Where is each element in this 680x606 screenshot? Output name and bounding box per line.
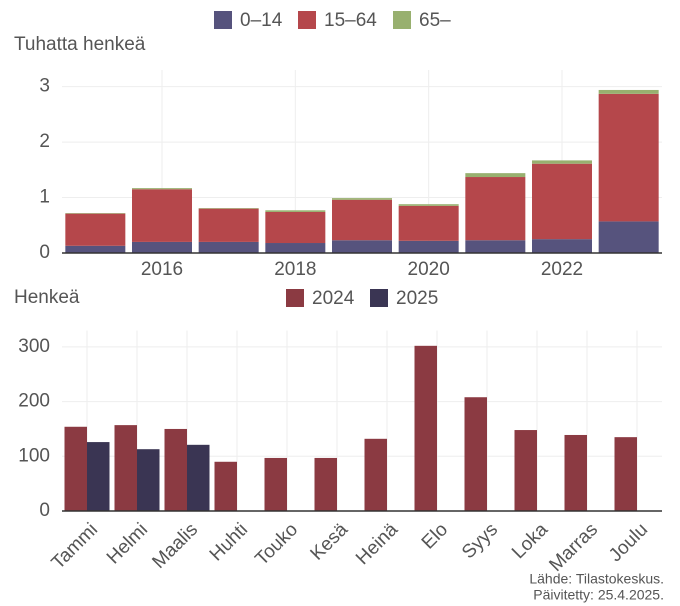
x-tick-label: Marras: [545, 519, 602, 576]
source: Lähde: Tilastokeskus.: [529, 571, 664, 587]
bar: [137, 449, 160, 511]
x-tick-label: 2016: [141, 259, 183, 280]
y-tick-label: 100: [18, 445, 50, 466]
legend-swatch: [370, 289, 388, 307]
x-tick-label: Kesä: [307, 519, 353, 565]
y-tick-label: 0: [39, 500, 50, 521]
bar: [64, 426, 87, 511]
bar-segment: [332, 199, 392, 241]
bar: [114, 425, 137, 511]
legend-swatch: [393, 11, 411, 29]
bar: [364, 438, 387, 511]
x-tick-label: Maalis: [148, 519, 202, 573]
x-tick-label: Huhti: [206, 519, 252, 565]
bar-segment: [132, 189, 192, 242]
bar-segment: [198, 241, 259, 253]
legend-label: 0–14: [240, 10, 283, 31]
y-tick-label: 1: [39, 187, 50, 208]
bar: [564, 434, 587, 511]
y-tick-label: 200: [18, 391, 50, 412]
y-tick-label: 3: [39, 76, 50, 97]
legend-label: 2024: [312, 288, 355, 309]
bar: [164, 428, 187, 511]
bar-segment: [65, 213, 126, 214]
bar: [264, 457, 287, 511]
x-tick-label: Elo: [418, 519, 452, 553]
legend-swatch: [298, 11, 316, 29]
bar-segment: [532, 160, 592, 164]
x-tick-label: Loka: [508, 519, 552, 563]
bar-segment: [332, 198, 392, 200]
bar: [314, 457, 337, 511]
x-tick-label: 2020: [408, 259, 450, 280]
x-tick-label: Syys: [458, 519, 502, 563]
bar-segment: [265, 210, 326, 212]
x-tick-label: Tammi: [48, 519, 102, 573]
bar-segment: [465, 173, 526, 178]
updated: Päivitetty: 25.4.2025.: [533, 587, 664, 603]
legend-label: 15–64: [324, 10, 377, 31]
legend-label: 2025: [396, 288, 438, 309]
bar-segment: [198, 208, 259, 242]
x-tick-label: Joulu: [605, 519, 652, 566]
x-tick-label: Touko: [251, 519, 302, 570]
bar-segment: [265, 243, 326, 253]
bar-segment: [532, 163, 592, 240]
bar-segment: [398, 240, 459, 253]
bar-segment: [198, 208, 259, 209]
bar: [187, 444, 210, 511]
bar-segment: [532, 239, 592, 253]
bar: [414, 345, 437, 511]
bar-segment: [598, 89, 659, 94]
x-tick-label: 2022: [541, 259, 583, 280]
y-tick-label: 0: [39, 242, 50, 263]
bar-segment: [132, 241, 192, 253]
legend-label: 65–: [419, 10, 451, 31]
bar-segment: [598, 221, 659, 253]
bar-segment: [265, 211, 326, 244]
bar: [614, 437, 637, 511]
bar-segment: [65, 213, 126, 246]
legend-swatch: [214, 11, 232, 29]
bar: [464, 397, 487, 511]
y-tick-label: 300: [18, 336, 50, 357]
bar-segment: [332, 240, 392, 253]
bar-segment: [398, 205, 459, 241]
x-tick-label: Heinä: [352, 519, 402, 569]
bar-segment: [398, 204, 459, 206]
x-tick-label: Helmi: [103, 519, 152, 568]
bar-segment: [598, 93, 659, 222]
bar-segment: [132, 188, 192, 190]
bar-segment: [465, 240, 526, 253]
bar: [87, 442, 110, 511]
y-axis-label: Tuhatta henkeä: [14, 34, 146, 55]
bar: [214, 461, 237, 511]
x-tick-label: 2018: [274, 259, 316, 280]
bar-segment: [65, 245, 126, 253]
y-tick-label: 2: [39, 131, 50, 152]
bar-segment: [465, 177, 526, 241]
bar: [514, 430, 537, 511]
y-axis-label: Henkeä: [14, 287, 80, 308]
legend-swatch: [286, 289, 304, 307]
